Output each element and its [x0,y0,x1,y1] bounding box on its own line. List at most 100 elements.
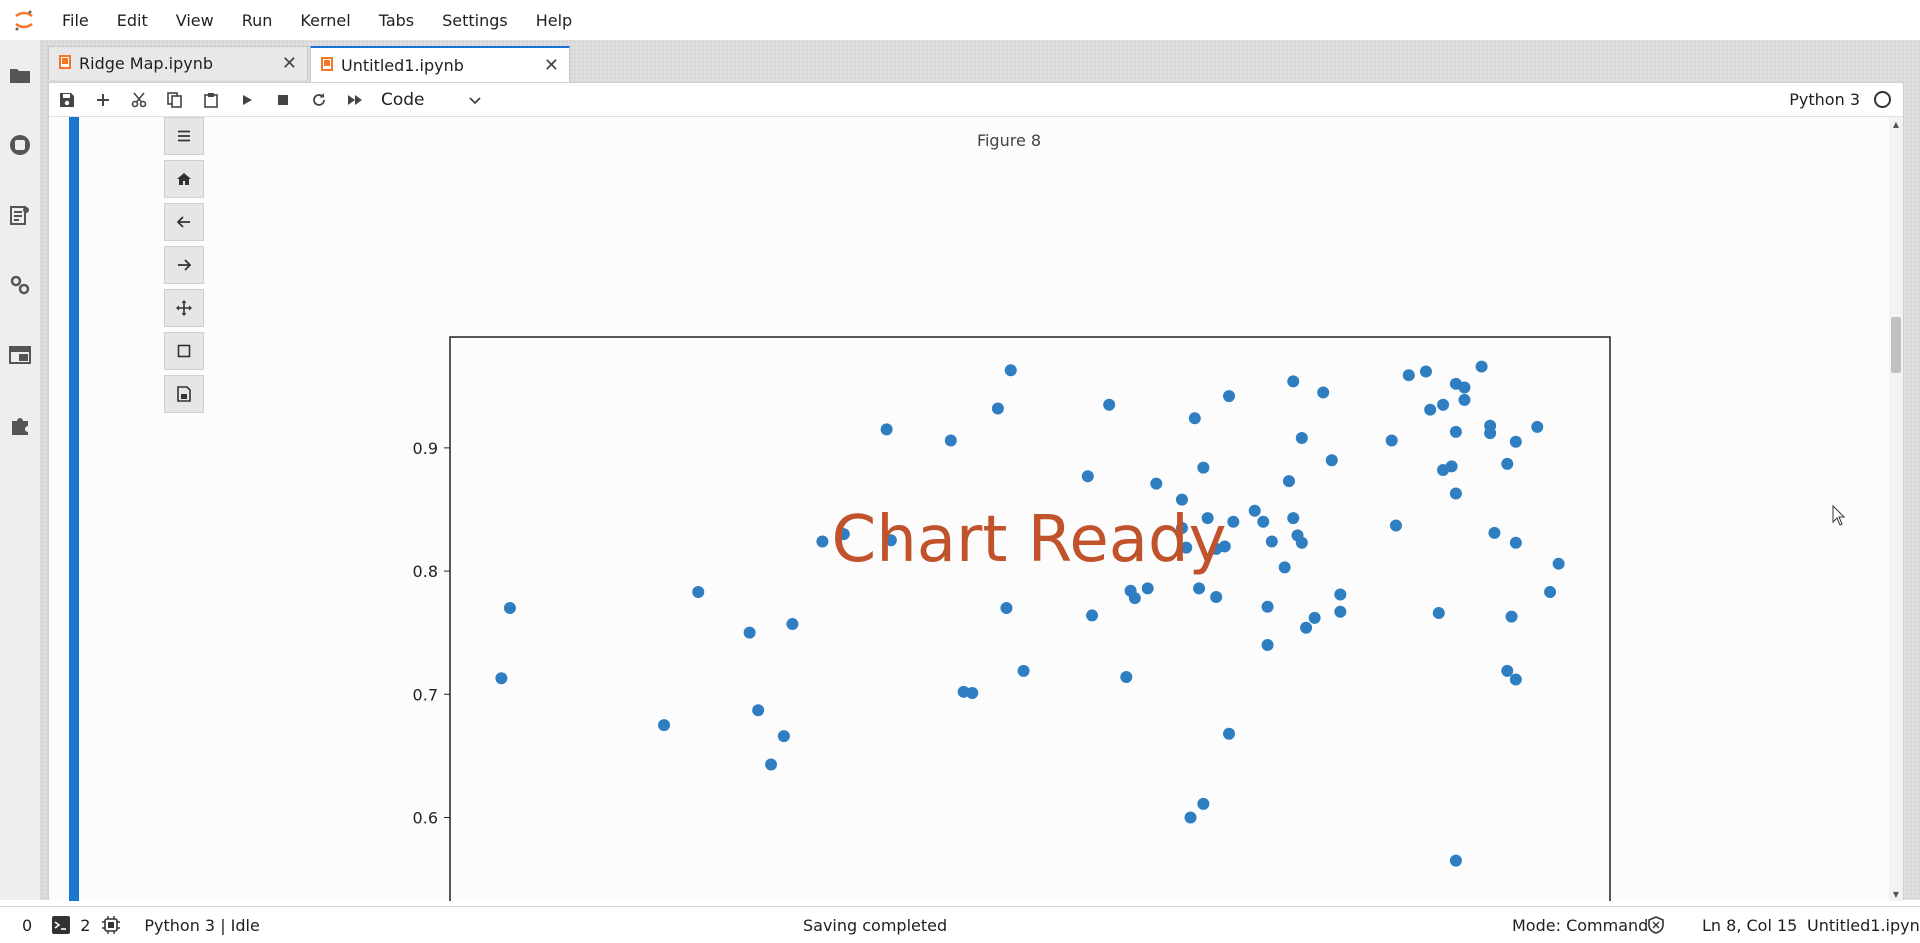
y-tick-label: 0.8 [413,562,438,581]
cut-icon[interactable] [121,83,157,116]
mouse-cursor-icon [1832,505,1846,526]
terminal-icon[interactable] [52,916,71,934]
paste-icon[interactable] [193,83,229,116]
status-count[interactable]: 0 [22,915,33,935]
menu-view[interactable]: View [175,10,214,30]
scatter-point [991,402,1004,415]
scatter-point [786,618,799,631]
jupyter-logo-icon [0,0,48,40]
active-cell-indicator[interactable] [69,117,79,901]
menu-edit[interactable]: Edit [116,10,148,30]
scatter-point [1218,540,1231,553]
scatter-point [1509,435,1522,448]
terminal-count: 2 [80,915,91,935]
tabs-icon[interactable] [0,320,40,390]
commands-icon[interactable] [0,180,40,250]
property-inspector-icon[interactable] [0,250,40,320]
menu-icon[interactable] [164,117,204,155]
scatter-chart[interactable]: 5055606570750.50.60.70.80.9 Chart Ready [49,117,1891,901]
zoom-icon[interactable] [164,332,204,370]
scatter-point [777,730,790,743]
scatter-point [1449,487,1462,500]
tab-untitled1[interactable]: Untitled1.ipynb ✕ [310,46,570,82]
tab-bar: Ridge Map.ipynb ✕ Untitled1.ipynb ✕ [48,46,572,82]
cursor-position[interactable]: Ln 8, Col 15 [1702,915,1798,935]
scatter-point [1308,611,1321,624]
scatter-point [1458,381,1471,394]
scatter-point [1141,582,1154,595]
scatter-point [1227,515,1240,528]
scroll-up-icon[interactable]: ▲ [1892,119,1900,129]
scatter-point [1175,493,1188,506]
running-icon[interactable] [0,110,40,180]
fast-forward-icon[interactable] [337,83,373,116]
scroll-down-icon[interactable]: ▼ [1892,889,1900,899]
scatter-point [1287,375,1300,388]
pan-icon[interactable] [164,289,204,327]
kernel-name: Python 3 [1789,90,1860,109]
scatter-point [1210,590,1223,603]
scatter-point [1261,639,1274,651]
scatter-point [1197,797,1210,810]
tab-label: Untitled1.ipynb [341,55,464,75]
scatter-point [1488,526,1501,539]
copy-icon[interactable] [157,83,193,116]
close-icon[interactable]: ✕ [543,54,559,76]
scatter-point [1501,457,1514,470]
scatter-point [1278,561,1291,574]
scatter-point [752,704,765,717]
stop-icon[interactable] [265,83,301,116]
scroll-thumb[interactable] [1891,317,1901,373]
y-tick-label: 0.9 [413,439,438,458]
folder-icon[interactable] [0,40,40,110]
scatter-point [1086,609,1099,622]
mode-indicator[interactable]: Mode: Command [1512,915,1649,935]
tab-ridge-map[interactable]: Ridge Map.ipynb ✕ [48,46,308,80]
cell-type-select[interactable]: Code [381,90,481,110]
notebook-icon [321,56,333,75]
download-icon[interactable] [164,375,204,413]
add-cell-icon[interactable] [85,83,121,116]
plot-frame [449,336,1611,901]
run-icon[interactable] [229,83,265,116]
scatter-point [880,423,893,436]
scatter-point [1300,621,1313,634]
scatter-point [503,602,516,615]
menu-tabs[interactable]: Tabs [378,10,415,30]
scatter-point [816,535,829,548]
menu-file[interactable]: File [62,10,89,30]
restart-icon[interactable] [301,83,337,116]
scatter-point [1248,504,1261,517]
tab-label: Ridge Map.ipynb [79,54,214,73]
scatter-point [1081,470,1094,483]
menu-kernel[interactable]: Kernel [300,10,351,30]
forward-icon[interactable] [164,246,204,284]
notebook-icon [59,54,71,73]
menu-settings[interactable]: Settings [442,10,508,30]
scatter-point [1197,461,1210,474]
vertical-scrollbar[interactable]: ▲ ▼ [1889,117,1903,901]
notebook-toolbar: Code Python 3 [49,83,1903,117]
scatter-point [1334,588,1347,601]
kernel-usage-icon[interactable] [102,916,121,934]
scatter-point [658,719,671,732]
scatter-point [743,626,756,639]
scatter-point [1445,460,1458,473]
back-icon[interactable] [164,203,204,241]
scatter-point [1334,605,1347,618]
close-icon[interactable]: ✕ [281,53,297,74]
scatter-point [1552,557,1565,570]
menu-run[interactable]: Run [241,10,273,30]
chart-ready-overlay: Chart Ready [832,503,1227,577]
kernel-indicator[interactable]: Python 3 [1789,90,1903,109]
scatter-point [1261,600,1274,613]
axis-ticks: 5055606570750.50.60.70.80.9 [413,439,450,827]
extensions-icon[interactable] [0,390,40,460]
scatter-point [1449,425,1462,438]
scatter-point [1531,420,1544,433]
save-icon[interactable] [49,83,85,116]
kernel-status[interactable]: Python 3 | Idle [144,915,260,935]
home-icon[interactable] [164,160,204,198]
shield-icon[interactable] [1648,916,1664,934]
menu-help[interactable]: Help [535,10,573,30]
